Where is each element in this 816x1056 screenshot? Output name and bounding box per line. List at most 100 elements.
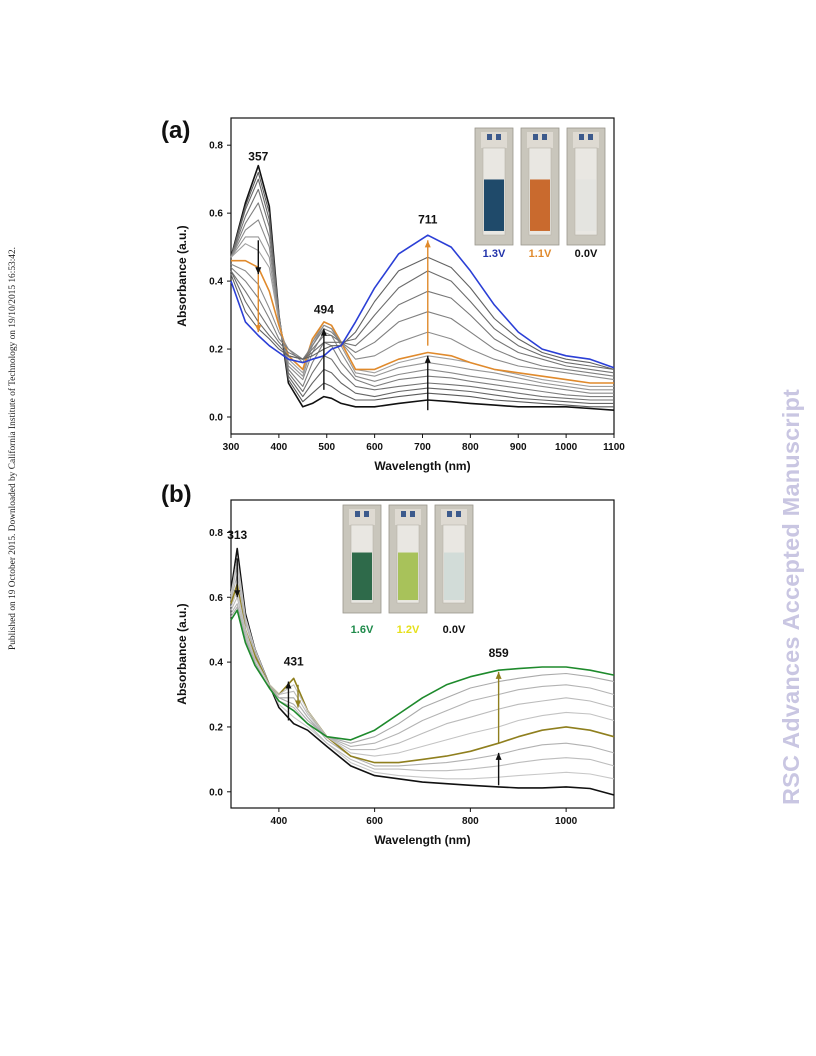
- series-line: [230, 583, 615, 764]
- x-tick-label: 800: [462, 442, 479, 453]
- voltage-label: 1.1V: [529, 248, 552, 260]
- series-line: [230, 219, 614, 394]
- y-tick-label: 0.4: [209, 277, 223, 288]
- electrode-clip: [542, 134, 547, 140]
- series-line: [230, 270, 615, 370]
- trend-arrow-head: [255, 325, 262, 333]
- y-axis-title: Absorbance (a.u.): [175, 603, 189, 704]
- plot-frame: [230, 499, 615, 809]
- series-line: [230, 606, 615, 744]
- trend-arrow-head: [495, 752, 502, 760]
- peak-label: 313: [227, 528, 247, 542]
- peak-label: 859: [489, 646, 509, 660]
- series-line: [230, 236, 614, 391]
- x-axis-title: Wavelength (nm): [374, 833, 470, 847]
- cuvette-solution: [444, 552, 464, 601]
- cuvette-solution: [352, 552, 372, 601]
- x-tick-label: 900: [510, 442, 527, 453]
- y-tick-label: 0.0: [209, 413, 223, 424]
- electrode-clip: [410, 511, 415, 517]
- chart-panel-a: (a) 300 400 500 600 700 800 900 1000 1100 0.0 0.2 0.…: [161, 117, 625, 473]
- series-line: [230, 270, 615, 374]
- x-tick-label: 300: [223, 442, 240, 453]
- series-line: [230, 234, 615, 369]
- y-tick-label: 0.6: [209, 593, 223, 604]
- y-tick-label: 0.2: [209, 722, 223, 733]
- voltage-label: 0.0V: [575, 248, 598, 260]
- x-tick-label: 600: [366, 816, 383, 827]
- series-line: [230, 188, 614, 401]
- series-line: [230, 609, 615, 741]
- cuvette-solution: [530, 179, 550, 231]
- x-tick-label: 500: [318, 442, 335, 453]
- series-line: [230, 596, 615, 751]
- cuvette-cap: [349, 509, 375, 525]
- peak-label: 357: [248, 149, 268, 163]
- cuvette-solution: [576, 179, 596, 231]
- trend-arrow-head: [320, 328, 327, 336]
- x-tick-label: 800: [462, 816, 479, 827]
- electrode-clip: [456, 511, 461, 517]
- y-tick-label: 0.4: [209, 658, 223, 669]
- electrode-clip: [588, 134, 593, 140]
- y-axis-title: Absorbance (a.u.): [175, 225, 189, 326]
- trend-arrow-head: [424, 240, 431, 248]
- electrode-clip: [579, 134, 584, 140]
- y-tick-label: 0.6: [209, 209, 223, 220]
- y-tick-label: 0.8: [209, 528, 223, 539]
- trend-arrow-head: [255, 267, 262, 275]
- y-tick-label: 0.2: [209, 345, 223, 356]
- cuvette-cap: [481, 132, 507, 148]
- x-tick-label: 1000: [555, 442, 578, 453]
- voltage-label: 1.6V: [351, 624, 374, 636]
- series-line: [231, 259, 614, 384]
- electrode-clip: [364, 511, 369, 517]
- peak-label: 494: [314, 302, 334, 316]
- electrode-clip: [355, 511, 360, 517]
- chart-panel-b: (b) 400 600 800 1000 0.0 0.2 0.4 0.6 0.8 Wavelengt…: [161, 481, 615, 847]
- series-line: [230, 263, 615, 381]
- series-line: [230, 574, 615, 767]
- cuvette-cap: [573, 132, 599, 148]
- cuvette-photo: [434, 504, 474, 614]
- series-line: [230, 590, 615, 757]
- voltage-label: 0.0V: [443, 624, 466, 636]
- cuvette-cap: [527, 132, 553, 148]
- x-tick-label: 400: [271, 816, 288, 827]
- x-tick-label: 1000: [555, 816, 578, 827]
- series-line: [230, 557, 615, 780]
- x-tick-label: 600: [366, 442, 383, 453]
- series-line: [230, 267, 615, 377]
- series-group: [230, 164, 615, 411]
- y-tick-label: 0.0: [209, 787, 223, 798]
- electrode-clip: [487, 134, 492, 140]
- y-tick-label: 0.8: [209, 141, 223, 152]
- x-tick-label: 1100: [603, 442, 625, 453]
- series-line: [230, 256, 615, 370]
- cuvette-photo: [566, 127, 606, 246]
- cuvette-cap: [441, 509, 467, 525]
- cuvette-solution: [398, 552, 418, 601]
- voltage-label: 1.2V: [397, 624, 420, 636]
- cuvette-photo: [520, 127, 560, 246]
- series-group: [230, 547, 615, 796]
- cuvette-cap: [395, 509, 421, 525]
- trend-arrow-head: [285, 681, 292, 689]
- electrode-clip: [447, 511, 452, 517]
- trend-arrow-head: [424, 355, 431, 363]
- panel-label: (b): [161, 481, 192, 508]
- cuvette-photo: [474, 127, 514, 246]
- trend-arrow-head: [234, 590, 241, 598]
- cuvette-photo: [342, 504, 382, 614]
- x-tick-label: 400: [271, 442, 288, 453]
- cuvette-solution: [484, 179, 504, 231]
- series-line: [230, 603, 615, 747]
- peak-label: 711: [418, 212, 438, 226]
- cuvette-photo: [388, 504, 428, 614]
- electrode-clip: [401, 511, 406, 517]
- trend-arrow-head: [495, 671, 502, 679]
- x-axis-title: Wavelength (nm): [374, 459, 470, 473]
- x-tick-label: 700: [414, 442, 431, 453]
- voltage-label: 1.3V: [483, 248, 506, 260]
